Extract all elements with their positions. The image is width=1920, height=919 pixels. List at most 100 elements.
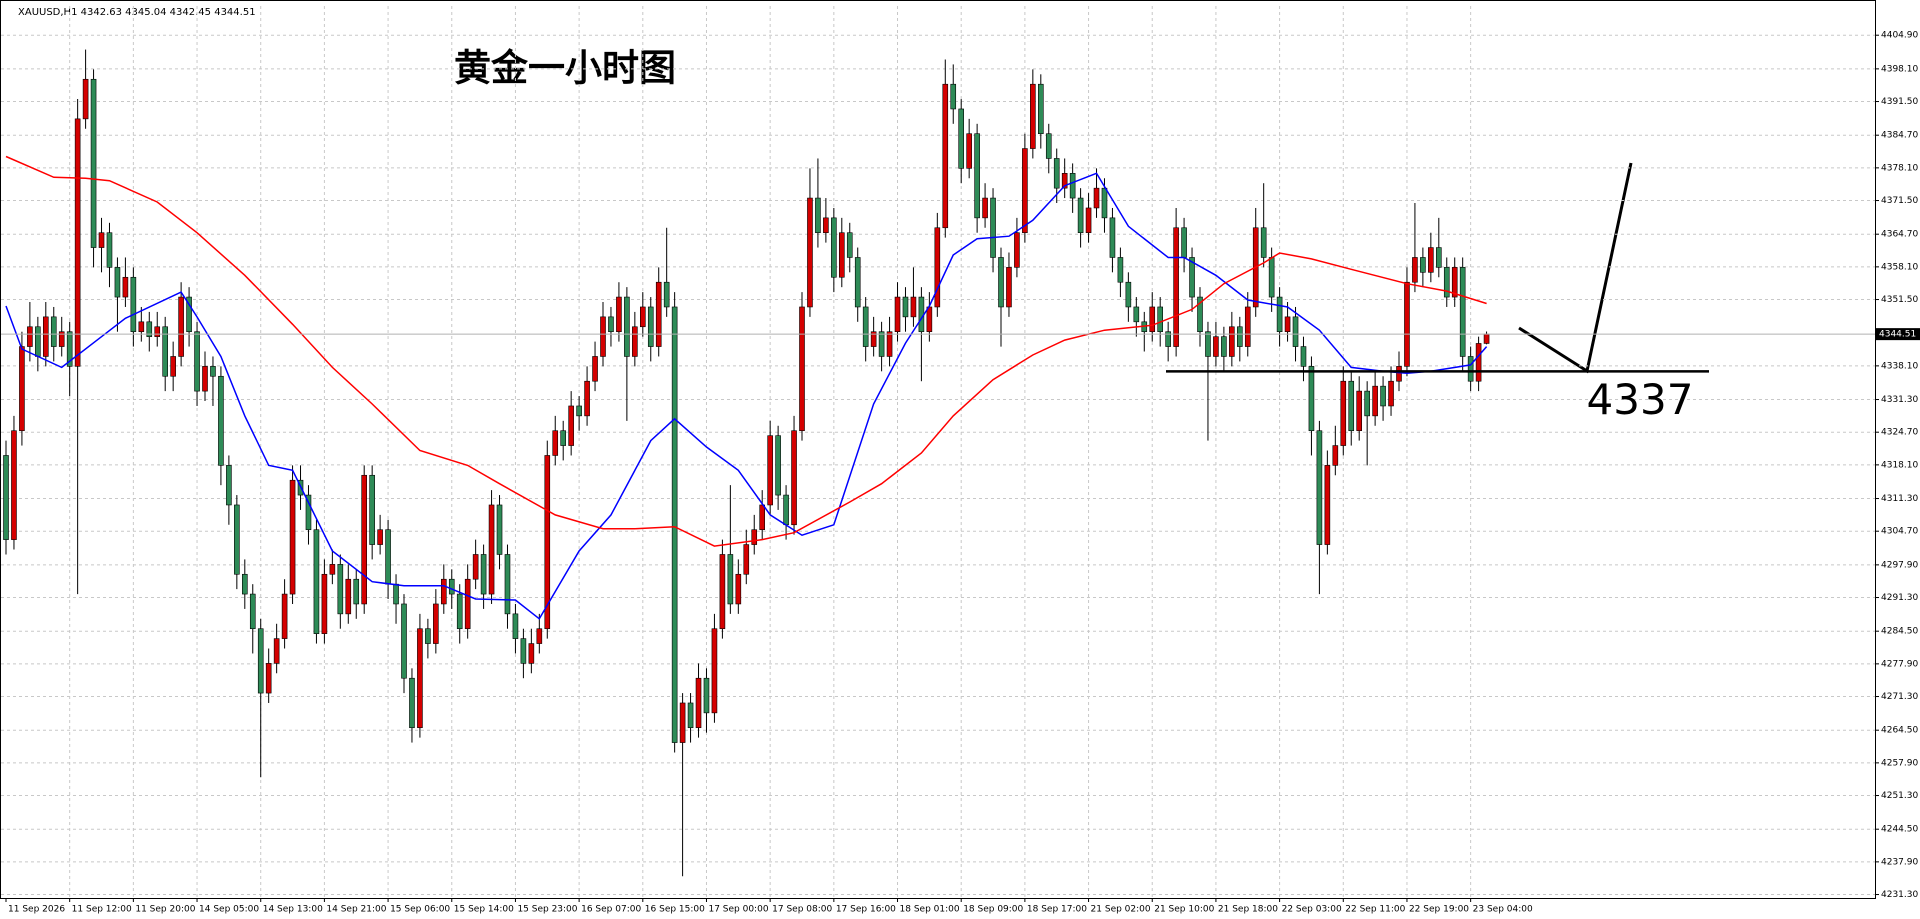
candle-body [894,296,901,333]
candle-body [234,504,240,575]
candle-body [82,78,89,120]
candle-body [1308,366,1315,432]
candle-body [393,583,399,605]
candle-body [162,326,168,377]
candle-body [1221,336,1227,357]
candle-body [568,405,574,446]
candle-body [791,430,797,526]
candle-body [1077,197,1084,234]
candle-body [1149,306,1156,333]
candle-body [106,232,113,268]
x-tick-label: 16 Sep 15:00 [645,905,705,915]
candle-body [3,455,9,540]
candle-body [504,554,511,615]
candle-body [496,504,503,555]
candle-body [528,643,535,664]
candle-body [417,628,423,729]
x-tick-label: 23 Sep 04:00 [1473,905,1533,915]
candle-body [1404,281,1410,367]
candle-body [655,281,662,347]
candle-body [90,78,97,248]
candle-body [1428,247,1434,273]
x-tick-label: 14 Sep 21:00 [326,905,386,915]
candle-body [377,529,383,545]
candle-body [982,197,988,219]
candle-body [210,366,216,377]
candle-body [289,479,296,595]
y-tick-label: 4391.50 [1881,97,1918,107]
candle-body [1165,331,1171,347]
candle-body [1443,267,1450,298]
candle-body [512,613,519,639]
candle-body [218,375,224,466]
candle-body [74,118,81,367]
candle-body [114,267,121,298]
candle-body [1324,465,1331,545]
x-tick-label: 11 Sep 2026 [8,905,65,915]
candle-body [807,197,813,308]
candle-body [425,628,431,644]
candle-body [281,593,288,639]
candle-body [1244,306,1251,347]
candle-body [313,529,320,634]
y-tick-label: 4257.90 [1881,758,1918,768]
candle-body [544,455,551,630]
candle-body [1181,227,1187,258]
candle-body [66,331,73,367]
candle-body [226,465,232,506]
candle-body [584,380,590,417]
candle-body [560,430,567,446]
candle-body [170,356,176,377]
y-tick-label: 4324.70 [1881,428,1918,438]
candle-body [624,296,630,357]
candle-body [823,217,829,234]
candle-body [361,474,368,605]
x-tick-label: 21 Sep 18:00 [1218,905,1278,915]
candle-body [751,529,758,545]
x-tick-label: 14 Sep 05:00 [199,905,259,915]
candle-body [910,296,917,318]
y-tick-label: 4271.30 [1881,692,1918,702]
candle-body [154,326,161,337]
candle-body [711,628,718,714]
candle-body [926,306,933,333]
candle-body [202,366,208,392]
candle-body [934,227,941,308]
candle-body [1420,257,1426,273]
y-tick-label: 4378.10 [1881,163,1918,173]
candle-body [42,316,49,357]
candle-body [337,564,344,615]
candle-body [1292,316,1299,347]
candle-body [783,494,789,526]
candle-body [19,346,25,432]
candle-body [1093,187,1100,209]
candle-body [552,430,559,456]
candle-body [345,578,352,615]
candle-body [735,573,742,605]
candle-body [257,628,264,694]
candle-body [632,326,638,357]
candle-body [902,296,909,318]
candle-body [58,331,65,347]
candle-body [11,430,17,540]
candle-body [616,296,622,333]
candle-body [448,578,455,595]
candle-body [1101,187,1108,219]
candle-body [1061,173,1068,189]
x-tick-label: 15 Sep 06:00 [390,905,450,915]
candle-body [1053,158,1060,189]
moving-average [5,155,1487,547]
candle-body [456,593,463,630]
chart-title: 黄金一小时图 [454,47,676,90]
candle-body [130,276,137,333]
candle-body [1038,83,1044,135]
candle-body [329,564,336,575]
y-tick-label: 4371.50 [1881,196,1918,206]
candle-body [703,677,710,714]
candle-body [440,578,447,605]
candle-body [966,133,972,169]
x-tick-label: 11 Sep 20:00 [135,905,195,915]
candle-body [886,331,893,357]
